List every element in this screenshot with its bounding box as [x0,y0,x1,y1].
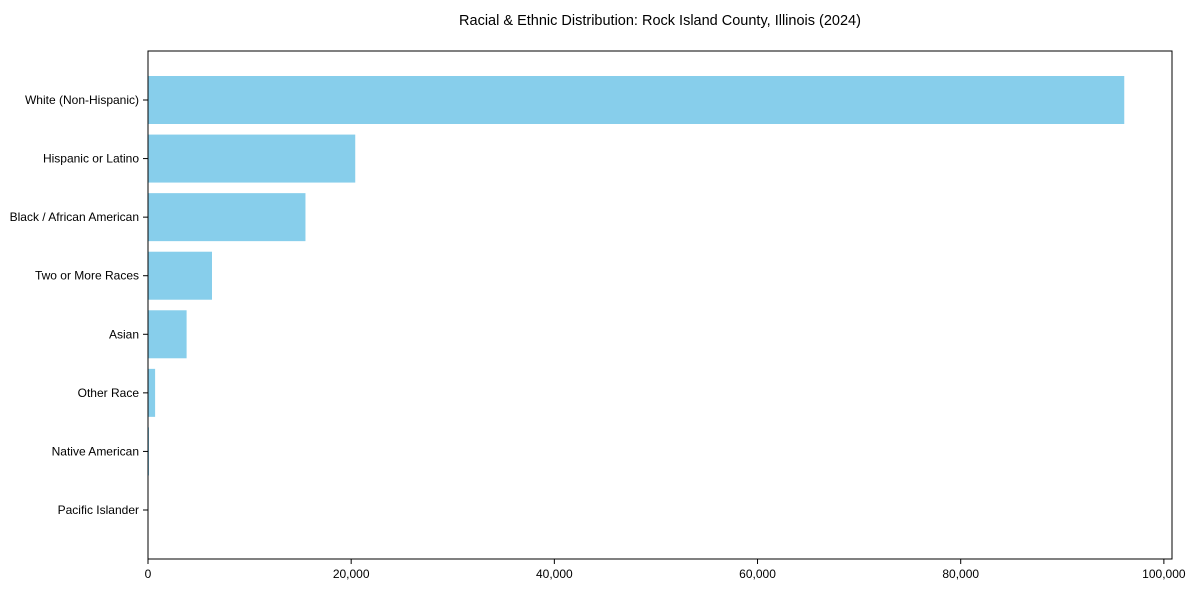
bar-two-or-more-races [148,251,212,300]
plot-border [147,50,1173,560]
y-axis-label-two-or-more-races: Two or More Races [35,269,139,283]
bar-other-race [148,368,156,417]
y-axis-label-native-american: Native American [52,444,139,458]
y-axis-label-other-race: Other Race [78,386,140,400]
bar-black-african-american [148,193,306,242]
x-tick-label: 0 [145,567,152,581]
y-axis-label-asian: Asian [109,327,139,341]
x-tick-label: 60,000 [739,567,776,581]
y-axis-label-black-african-american: Black / African American [10,210,139,224]
y-axis-label-pacific-islander: Pacific Islander [58,503,139,517]
bar-white-non-hispanic [148,76,1125,124]
bar-native-american [148,427,150,476]
x-tick-label: 20,000 [333,567,370,581]
bar-hispanic-or-latino [148,134,356,183]
x-tick-label: 100,000 [1142,567,1186,581]
chart-title: Racial & Ethnic Distribution: Rock Islan… [459,13,861,29]
y-axis-label-white-non-hispanic: White (Non-Hispanic) [25,93,139,107]
x-tick-label: 40,000 [536,567,573,581]
bar-asian [148,310,187,359]
y-axis-label-hispanic-or-latino: Hispanic or Latino [43,152,139,166]
x-tick-label: 80,000 [942,567,979,581]
